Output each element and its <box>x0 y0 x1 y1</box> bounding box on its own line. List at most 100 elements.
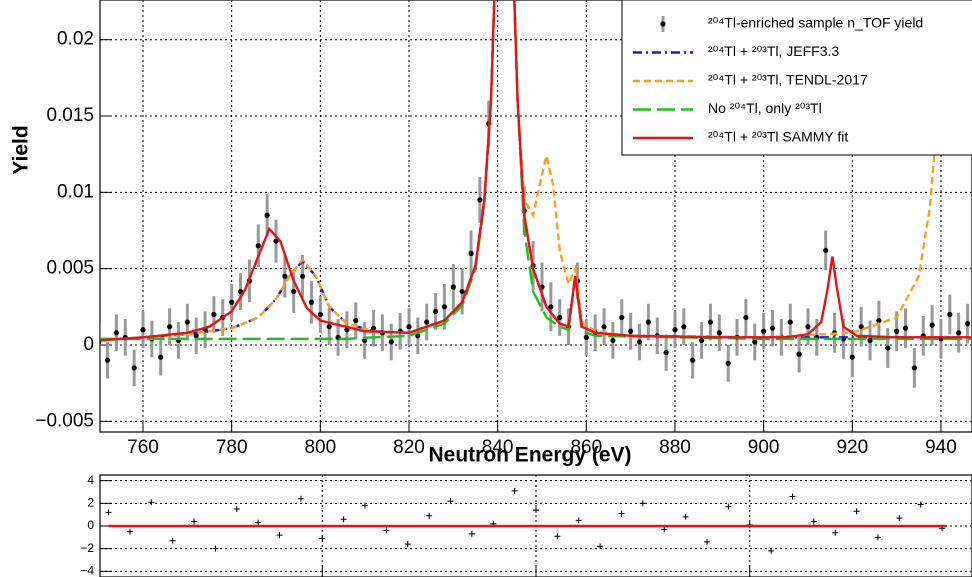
plot-area <box>100 0 972 388</box>
y-tick-label: −4 <box>80 564 94 577</box>
residual-point <box>276 532 283 539</box>
plot-frame <box>99 474 972 577</box>
residual-point <box>703 538 710 545</box>
y-tick-label: 4 <box>87 473 94 487</box>
data-point <box>947 311 953 318</box>
residual-point <box>169 537 176 544</box>
residual-point <box>105 509 112 516</box>
data-point <box>902 325 909 331</box>
data-point <box>716 330 722 336</box>
data-point <box>681 324 687 330</box>
data-point <box>211 311 217 318</box>
residual-point <box>126 528 133 535</box>
residual-point <box>447 498 454 505</box>
data-point <box>796 351 802 357</box>
y-tick-label: 0.01 <box>57 181 94 202</box>
data-point <box>291 288 297 295</box>
x-tick-label: 780 <box>216 437 248 458</box>
data-point <box>619 314 625 321</box>
data-point <box>876 317 882 324</box>
data-point <box>282 273 288 279</box>
residual-point <box>575 517 582 524</box>
data-point <box>698 337 705 344</box>
data-point <box>459 288 465 295</box>
legend-box <box>621 0 972 156</box>
x-tick-label: 840 <box>482 437 514 458</box>
y-tick-label: 0.015 <box>46 105 94 126</box>
data-point <box>131 365 137 371</box>
data-point <box>707 319 714 325</box>
y-tick-label: 0 <box>87 518 94 532</box>
data-point <box>725 360 731 366</box>
curve <box>100 0 972 342</box>
data-point <box>353 317 359 324</box>
data-point <box>441 304 448 310</box>
data-point <box>628 328 634 334</box>
residual-point <box>768 547 775 554</box>
data-point <box>432 308 439 315</box>
data-point <box>805 324 811 330</box>
data-point <box>911 365 917 371</box>
residual-point <box>682 513 689 520</box>
y-axis-title: Yield <box>10 125 33 174</box>
legend: ²⁰⁴Tl-enriched sample n_TOF yield ²⁰⁴Tl +… <box>621 0 972 156</box>
data-point <box>406 324 412 330</box>
legend-label: ²⁰⁴Tl + ²⁰³Tl SAMMY fit <box>708 129 848 145</box>
data-point <box>601 324 607 330</box>
legend-label: ²⁰⁴Tl-enriched sample n_TOF yield <box>708 15 923 31</box>
plot-area <box>105 487 947 554</box>
x-tick-label: 940 <box>925 437 957 458</box>
data-point <box>388 339 394 345</box>
data-point <box>858 324 864 330</box>
residual-point <box>533 507 539 514</box>
residual-point <box>618 510 625 517</box>
residual-point <box>148 499 155 506</box>
data-point <box>752 339 758 345</box>
residual-point <box>725 503 732 510</box>
x-tick-label: 760 <box>127 437 159 458</box>
data-point <box>193 333 199 339</box>
legend-swatch <box>660 21 666 27</box>
residual-point <box>832 529 839 536</box>
x-tick-label: 920 <box>836 437 868 458</box>
data-point <box>308 299 315 305</box>
residual-point <box>874 534 881 541</box>
data-point <box>158 354 164 360</box>
data-point <box>956 330 962 336</box>
y-tick-label: 0.02 <box>57 29 94 50</box>
residual-point <box>191 518 198 525</box>
residual-point <box>383 527 390 534</box>
residual-point <box>297 495 304 502</box>
residual-point <box>468 530 475 537</box>
residual-point <box>789 493 796 500</box>
residual-point <box>917 501 924 508</box>
y-tick-label: −2 <box>80 541 94 555</box>
data-point <box>894 328 900 334</box>
data-point <box>663 350 669 356</box>
data-point <box>787 319 793 325</box>
y-tick-label: −0.005 <box>35 410 94 431</box>
data-point <box>273 238 279 244</box>
data-point <box>113 330 120 336</box>
data-point <box>264 212 270 218</box>
y-tick-label: 2 <box>87 496 94 510</box>
data-point <box>255 243 261 249</box>
residual-point <box>810 518 817 525</box>
data-point <box>450 284 456 290</box>
y-tick-label: 0 <box>83 334 94 355</box>
x-axis-title: Neutron Energy (eV) <box>428 444 631 467</box>
data-point <box>690 357 696 363</box>
legend-label: No ²⁰⁴Tl, only ²⁰³Tl <box>708 100 822 116</box>
residual-point <box>233 506 240 512</box>
residual-point <box>554 533 561 540</box>
residual-point <box>511 487 518 494</box>
data-point <box>636 339 643 345</box>
data-point <box>672 327 678 333</box>
legend-label: ²⁰⁴Tl + ²⁰³Tl, TENDL-2017 <box>708 72 868 88</box>
data-point <box>867 337 873 344</box>
data-point <box>761 328 767 334</box>
residual-point <box>896 515 903 522</box>
residual-point <box>340 516 347 523</box>
x-tick-label: 880 <box>659 437 691 458</box>
